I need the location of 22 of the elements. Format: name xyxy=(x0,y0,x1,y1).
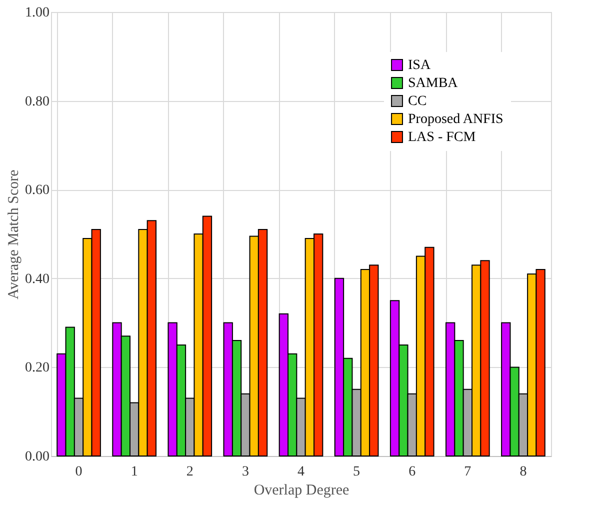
x-tick-label: 5 xyxy=(353,464,360,480)
y-tick-label: 0.00 xyxy=(25,450,50,464)
x-tick-label: 2 xyxy=(186,464,194,480)
x-tick-label: 1 xyxy=(130,464,138,480)
x-tick-label: 7 xyxy=(464,464,472,480)
x-tick-label: 4 xyxy=(298,464,304,480)
y-axis-title: Average Match Score xyxy=(6,169,22,300)
x-axis-title: Overlap Degree xyxy=(254,482,350,498)
legend-label: ISA xyxy=(408,58,432,73)
x-tick-label: 6 xyxy=(408,464,416,480)
y-tick-label: 1.00 xyxy=(25,6,50,20)
legend-label: CC xyxy=(408,94,427,109)
x-tick-label: 0 xyxy=(75,464,82,480)
legend-label: LAS - FCM xyxy=(408,130,476,145)
legend-label: Proposed ANFIS xyxy=(408,112,504,127)
x-tick-label: 8 xyxy=(520,464,527,480)
x-tick-label: 3 xyxy=(242,464,249,480)
y-tick-label: 0.40 xyxy=(25,272,50,287)
legend-label: SAMBA xyxy=(408,76,459,91)
y-tick-label: 0.20 xyxy=(25,360,50,376)
y-tick-label: 0.60 xyxy=(25,183,50,198)
y-tick-label: 0.80 xyxy=(25,94,50,110)
